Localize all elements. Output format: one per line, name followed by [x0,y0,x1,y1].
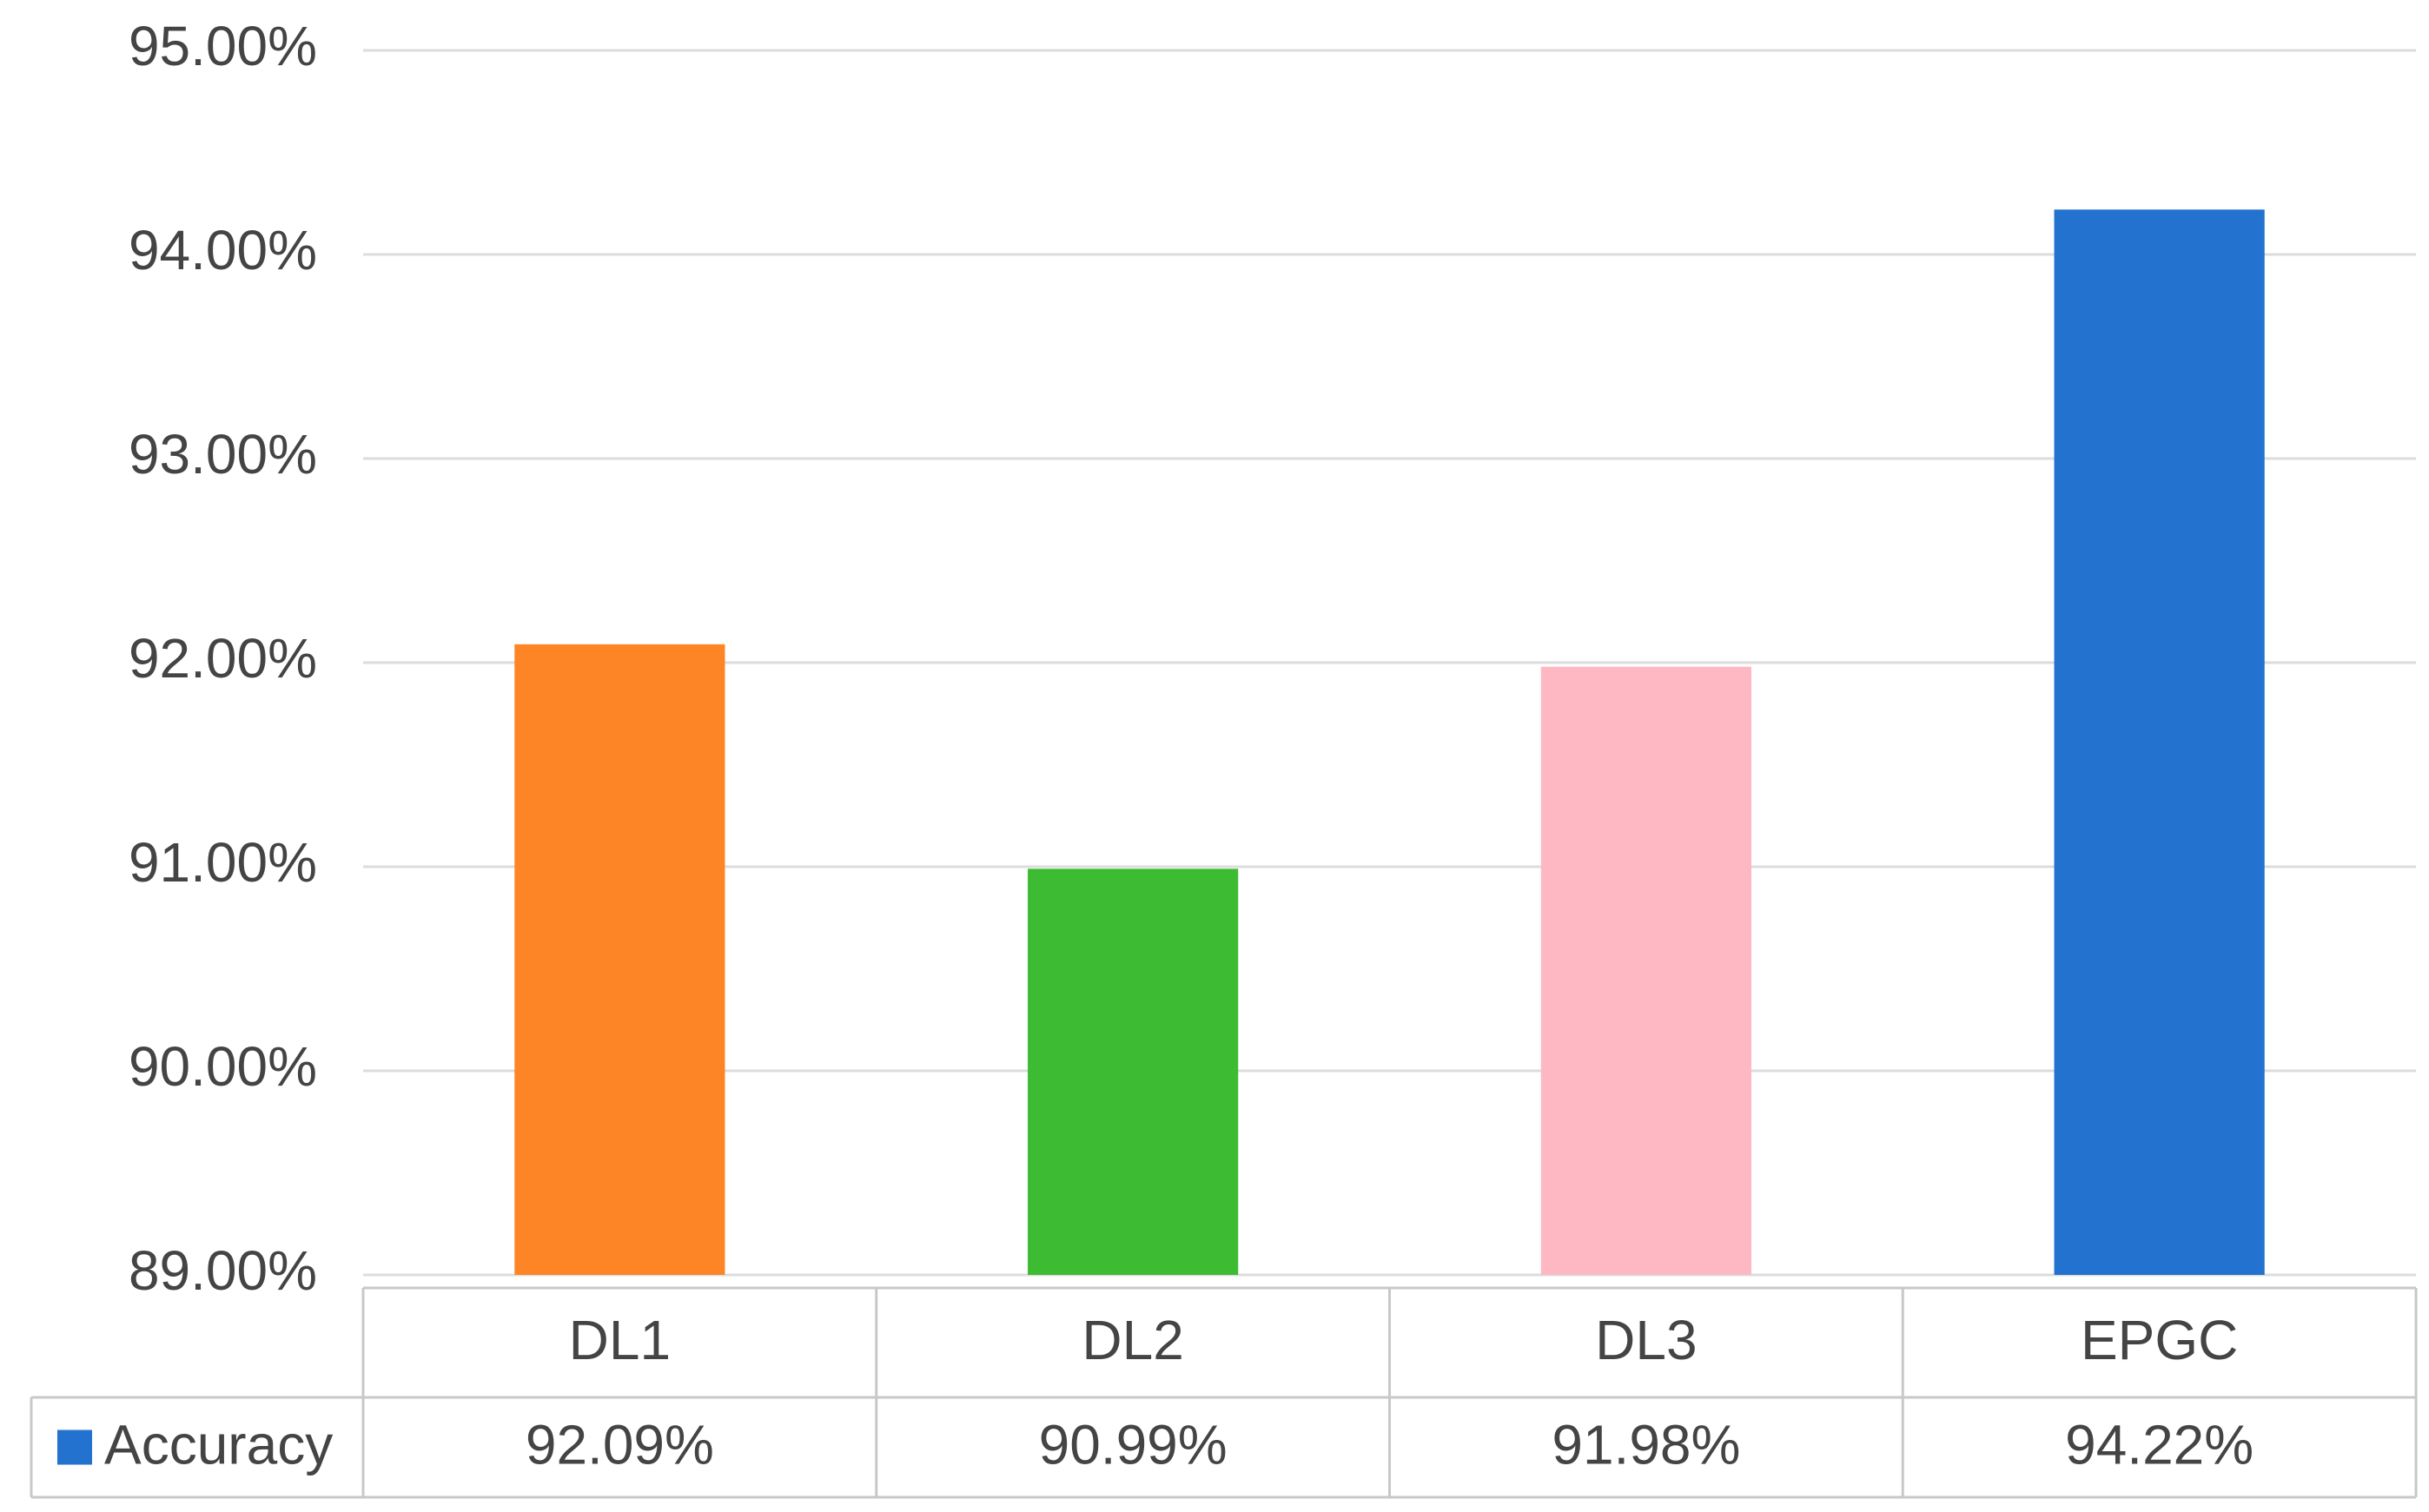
bar [1028,868,1239,1275]
value-label: 90.99% [1039,1413,1228,1476]
y-tick-label: 93.00% [129,423,317,485]
y-tick-label: 95.00% [129,15,317,77]
value-label: 94.22% [2065,1413,2254,1476]
value-label: 92.09% [526,1413,714,1476]
y-tick-label: 91.00% [129,831,317,894]
value-label: 91.98% [1552,1413,1740,1476]
x-tick-label: DL2 [1082,1309,1183,1371]
x-tick-label: DL1 [569,1309,671,1371]
bar [514,644,725,1275]
x-tick-label: EPGC [2081,1309,2238,1371]
y-tick-label: 94.00% [129,219,317,281]
bar [1540,666,1751,1275]
x-tick-label: DL3 [1595,1309,1697,1371]
legend-label: Accuracy [104,1413,333,1476]
y-tick-label: 92.00% [129,627,317,690]
legend-swatch [57,1429,92,1465]
bar [2054,209,2265,1275]
y-tick-label: 90.00% [129,1035,317,1098]
y-tick-label: 89.00% [129,1239,317,1302]
